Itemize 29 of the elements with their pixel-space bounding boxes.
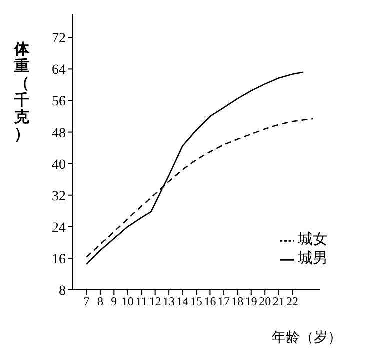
y-tick-label: 8 <box>59 284 66 299</box>
y-tick-label: 16 <box>52 252 66 268</box>
x-tick-label: 17 <box>218 294 230 309</box>
x-tick-label: 8 <box>97 294 104 309</box>
y-tick-label: 56 <box>52 94 66 110</box>
x-tick-label: 16 <box>204 294 216 309</box>
x-tick-label: 19 <box>245 294 258 309</box>
y-tick-label: 72 <box>52 32 66 47</box>
x-tick-label: 10 <box>122 294 134 309</box>
x-tick-label: 13 <box>163 294 176 309</box>
x-tick-label: 22 <box>286 294 299 309</box>
x-tick-label: 21 <box>272 294 285 309</box>
x-tick-label: 7 <box>84 294 90 309</box>
y-axis-title: 体重（千克） <box>14 41 30 143</box>
y-tick-label: 64 <box>52 63 66 78</box>
y-tick-label: 24 <box>52 220 66 236</box>
x-axis-title: 年龄（岁） <box>272 330 342 346</box>
x-tick-label: 12 <box>149 294 162 309</box>
x-tick-label: 18 <box>232 294 244 309</box>
y-tick-label: 32 <box>52 189 66 204</box>
x-tick-label: 15 <box>190 294 202 309</box>
legend-label: 城男 <box>298 251 328 267</box>
legend-label: 城女 <box>298 232 328 248</box>
x-tick-label: 20 <box>259 294 272 309</box>
x-tick-label: 14 <box>176 294 189 309</box>
y-tick-label: 48 <box>52 126 66 142</box>
x-tick-label: 11 <box>136 294 148 309</box>
x-tick-label: 9 <box>111 294 118 309</box>
y-tick-label: 40 <box>52 158 66 173</box>
